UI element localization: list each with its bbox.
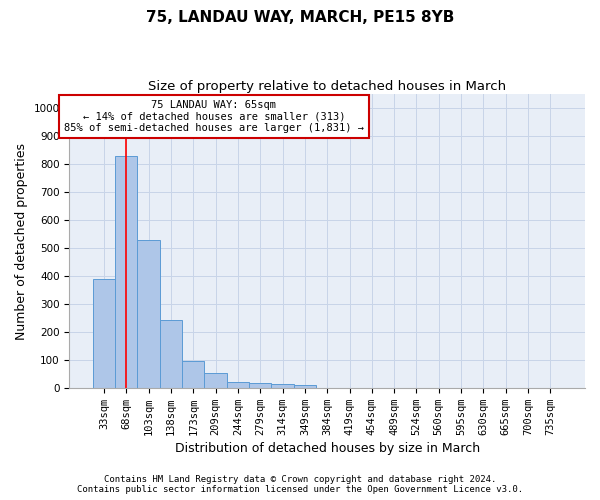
X-axis label: Distribution of detached houses by size in March: Distribution of detached houses by size … — [175, 442, 480, 455]
Y-axis label: Number of detached properties: Number of detached properties — [15, 142, 28, 340]
Bar — [182, 360, 205, 388]
Bar — [271, 384, 294, 388]
Bar — [205, 374, 227, 388]
Bar — [294, 385, 316, 388]
Bar — [137, 240, 160, 388]
Text: Contains HM Land Registry data © Crown copyright and database right 2024.: Contains HM Land Registry data © Crown c… — [104, 475, 496, 484]
Bar — [249, 383, 271, 388]
Bar — [115, 156, 137, 388]
Text: 75, LANDAU WAY, MARCH, PE15 8YB: 75, LANDAU WAY, MARCH, PE15 8YB — [146, 10, 454, 25]
Text: Contains public sector information licensed under the Open Government Licence v3: Contains public sector information licen… — [77, 485, 523, 494]
Text: 75 LANDAU WAY: 65sqm
← 14% of detached houses are smaller (313)
85% of semi-deta: 75 LANDAU WAY: 65sqm ← 14% of detached h… — [64, 100, 364, 133]
Title: Size of property relative to detached houses in March: Size of property relative to detached ho… — [148, 80, 506, 93]
Bar — [160, 320, 182, 388]
Bar — [93, 279, 115, 388]
Bar — [227, 382, 249, 388]
